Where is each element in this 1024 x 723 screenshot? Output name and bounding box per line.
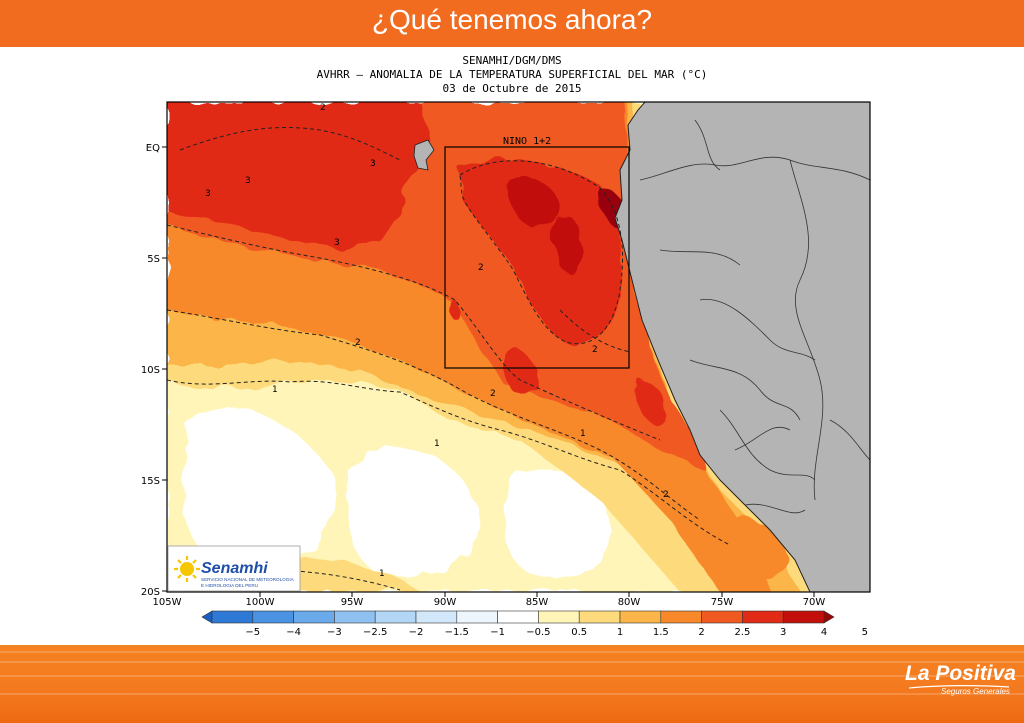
lon-label: 105W — [153, 597, 182, 608]
colorbar-swatch — [293, 610, 335, 624]
contour-label: 2 — [320, 103, 326, 113]
colorbar-label: −4 — [286, 627, 301, 638]
nino-region-box — [444, 146, 630, 369]
brand-tagline: Seguros Generales — [941, 687, 1010, 696]
galapagos-islands — [413, 139, 435, 171]
colorbar-label: −1.5 — [445, 627, 469, 638]
contour-label: 1 — [434, 439, 440, 449]
senamhi-logo-name: Senamhi — [201, 560, 268, 577]
colorbar-swatch — [252, 610, 294, 624]
colorbar: −5 −4 −3 −2.5 −2 −1.5 −1 −0.5 0.5 1 1.5 2 2.5 3 4 5 — [201, 610, 868, 638]
footer-band — [0, 645, 1024, 723]
map-header-product: AVHRR – ANOMALIA DE LA TEMPERATURA SUPER… — [316, 68, 708, 81]
lat-label: 10S — [141, 365, 160, 376]
contour-label: 3 — [334, 238, 340, 248]
senamhi-logo-line: SERVICIO NACIONAL DE METEOROLOGIA — [201, 577, 295, 582]
colorbar-swatch — [782, 610, 825, 624]
colorbar-swatch — [334, 610, 376, 624]
lon-label: 95W — [341, 597, 364, 608]
colorbar-swatch — [211, 610, 254, 624]
lon-label: 75W — [711, 597, 734, 608]
lon-label: 90W — [434, 597, 457, 608]
contour-label: 3 — [205, 189, 211, 199]
lon-label: 80W — [618, 597, 641, 608]
colorbar-label: −0.5 — [526, 627, 550, 638]
contour-label: 2 — [355, 338, 361, 348]
south-america-land — [614, 102, 870, 592]
contour-label: 2 — [592, 345, 598, 355]
contour-label: 3 — [245, 176, 251, 186]
colorbar-swatch — [578, 610, 621, 624]
contour-label: 1 — [272, 385, 278, 395]
colorbar-label: 2 — [698, 627, 704, 638]
colorbar-swatch — [701, 610, 743, 624]
colorbar-label: 4 — [821, 627, 827, 638]
contour-label: 1 — [379, 569, 385, 579]
nino-region-label: NINO 1+2 — [503, 136, 551, 147]
map-header-agency: SENAMHI/DGM/DMS — [462, 54, 562, 67]
colorbar-label: 3 — [780, 627, 786, 638]
colorbar-label: 2.5 — [734, 627, 750, 638]
colorbar-swatch — [456, 610, 498, 624]
senamhi-logo: Senamhi SERVICIO NACIONAL DE METEOROLOGI… — [167, 545, 301, 592]
colorbar-label: 1 — [617, 627, 623, 638]
lat-label: 20S — [141, 587, 160, 598]
lat-label: 5S — [147, 254, 160, 265]
colorbar-swatch — [497, 610, 539, 624]
colorbar-label: 1.5 — [653, 627, 669, 638]
colorbar-swatch — [823, 610, 835, 624]
colorbar-swatch — [374, 610, 417, 624]
contour-label: 2 — [478, 263, 484, 273]
contour-label: 2 — [663, 490, 669, 500]
colorbar-label: 0.5 — [571, 627, 587, 638]
contour-label: 3 — [370, 159, 376, 169]
colorbar-label: −3 — [327, 627, 342, 638]
contour-label: 2 — [490, 389, 496, 399]
map-frame — [166, 101, 871, 593]
lon-label: 70W — [803, 597, 826, 608]
colorbar-label: −1 — [490, 627, 505, 638]
brand-name: La Positiva — [905, 662, 1016, 685]
colorbar-label: −2.5 — [363, 627, 387, 638]
colorbar-swatch — [619, 610, 662, 624]
colorbar-swatch — [201, 610, 213, 624]
lat-label: 15S — [141, 476, 160, 487]
colorbar-label: −5 — [245, 627, 260, 638]
contour-label: 1 — [580, 429, 586, 439]
slide-title: ¿Qué tenemos ahora? — [371, 4, 653, 35]
colorbar-swatch — [415, 610, 458, 624]
anomaly-field: NINO 1+2 2 3 3 3 3 2 2 2 2 2 1 1 1 1 — [167, 102, 870, 592]
map-header-date: 03 de Octubre de 2015 — [442, 82, 582, 95]
lat-label: EQ — [146, 143, 160, 154]
la-positiva-logo: La Positiva Seguros Generales — [905, 662, 1016, 702]
senamhi-logo-line: E HIDROLOGIA DEL PERU — [201, 583, 258, 588]
lon-label: 85W — [526, 597, 549, 608]
colorbar-swatch — [742, 610, 784, 624]
colorbar-label: 5 — [862, 627, 868, 638]
colorbar-label: −2 — [409, 627, 424, 638]
colorbar-swatch — [660, 610, 702, 624]
title-bar — [0, 0, 1024, 47]
colorbar-swatch — [538, 610, 580, 624]
lon-label: 100W — [246, 597, 275, 608]
